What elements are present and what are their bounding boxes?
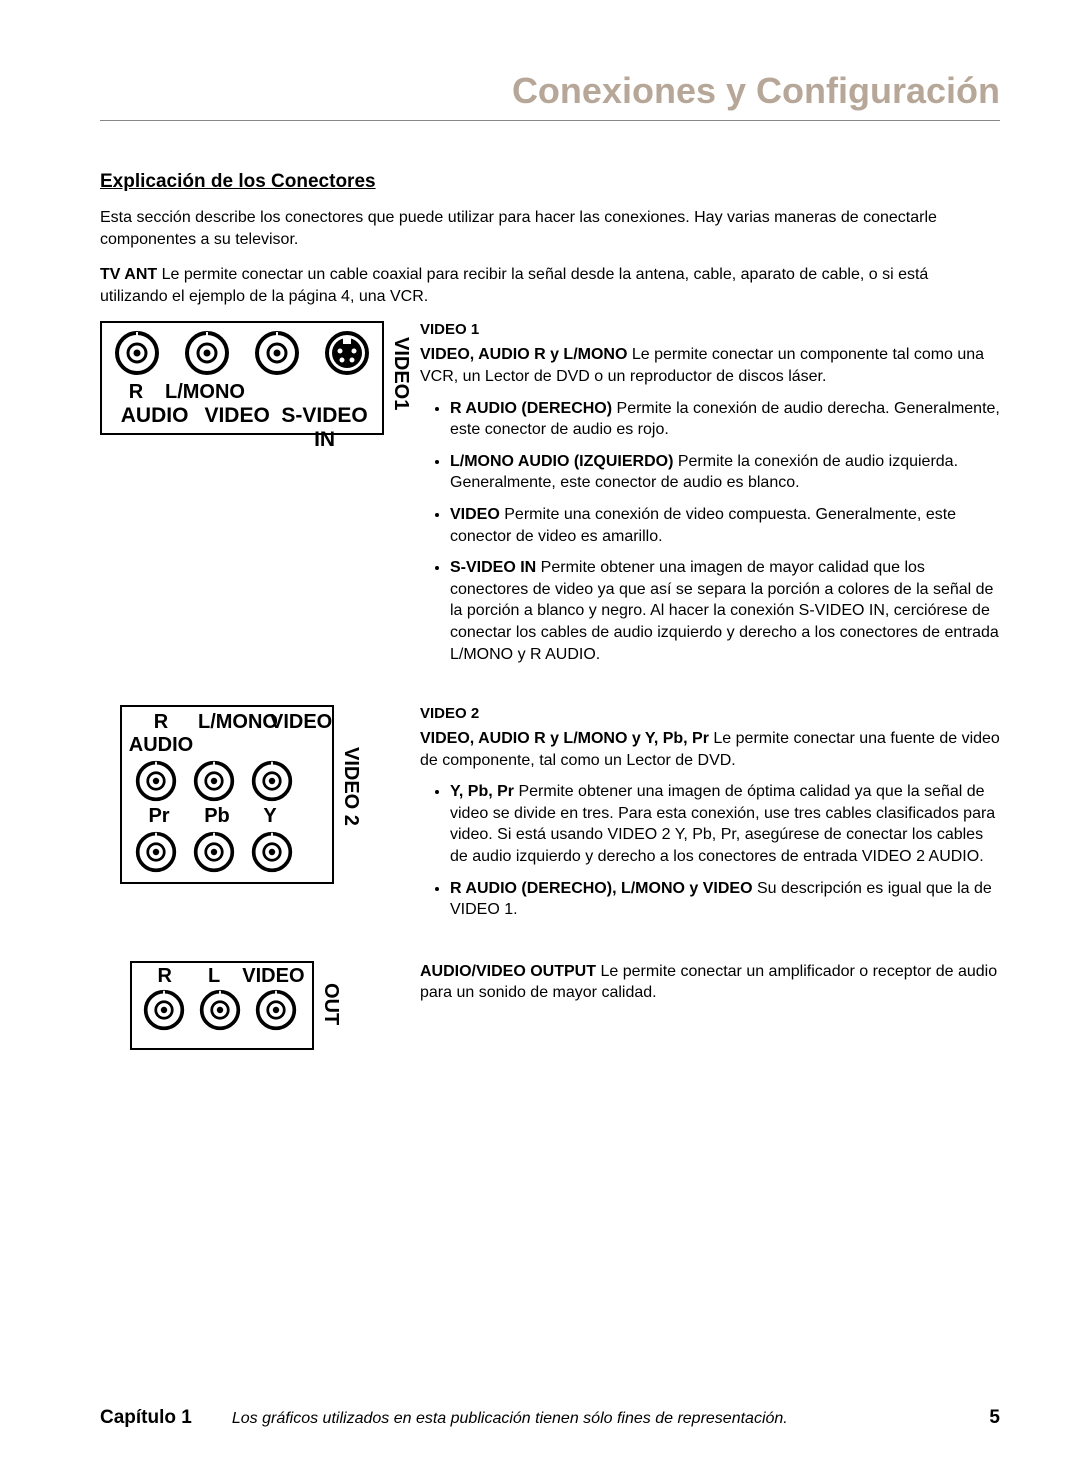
bullet-ypbpr: Y, Pb, Pr Permite obtener una imagen de … — [450, 781, 1000, 867]
video2-mid-labels: Pr Pb Y — [122, 805, 332, 828]
video1-diagram: VIDEO1 R L/MO — [100, 321, 384, 435]
page: Conexiones y Configuración Explicación d… — [0, 0, 1080, 1471]
rca-jack-icon — [134, 759, 178, 803]
bullet-text: Permite una conexión de video compuesta.… — [450, 506, 956, 545]
out-connector-row — [132, 988, 312, 1036]
svideo-jack-icon — [323, 329, 371, 377]
video2-side-label: VIDEO 2 — [339, 747, 362, 826]
video1-bullets: R AUDIO (DERECHO) Permite la conexión de… — [420, 398, 1000, 666]
label-y: Y — [246, 805, 294, 828]
label-lmono: L/MONO — [160, 381, 250, 404]
label-pb: Pb — [188, 805, 246, 828]
video2-connector-row1 — [122, 757, 332, 805]
video2-lead: VIDEO, AUDIO R y L/MONO y Y, Pb, Pr Le p… — [420, 728, 1000, 771]
video1-connector-row — [102, 323, 382, 377]
video2-diagram-col: VIDEO 2 R AUDIO L/MONO VIDEO Pr Pb Y — [100, 705, 400, 931]
rca-jack-icon — [253, 329, 301, 377]
out-lead-bold: AUDIO/VIDEO OUTPUT — [420, 963, 596, 980]
bullet-raudio-etc: R AUDIO (DERECHO), L/MONO y VIDEO Su des… — [450, 878, 1000, 921]
label-video: VIDEO — [239, 965, 308, 988]
rca-jack-icon — [183, 329, 231, 377]
bullet-bold: R AUDIO (DERECHO), L/MONO y VIDEO — [450, 880, 753, 897]
video1-diagram-col: VIDEO1 R L/MO — [100, 321, 400, 675]
bullet-lmono: L/MONO AUDIO (IZQUIERDO) Permite la cone… — [450, 451, 1000, 494]
bullet-r-audio: R AUDIO (DERECHO) Permite la conexión de… — [450, 398, 1000, 441]
label-l: L — [189, 965, 238, 988]
tv-ant-text: Le permite conectar un cable coaxial par… — [100, 266, 928, 305]
video1-row: VIDEO1 R L/MO — [100, 321, 1000, 675]
label-audio: AUDIO — [106, 404, 203, 452]
out-text: AUDIO/VIDEO OUTPUT Le permite conectar u… — [400, 961, 1000, 1050]
title-rule: Conexiones y Configuración — [100, 70, 1000, 121]
rca-jack-icon — [250, 830, 294, 874]
video2-row: VIDEO 2 R AUDIO L/MONO VIDEO Pr Pb Y — [100, 705, 1000, 931]
video1-lead: VIDEO, AUDIO R y L/MONO Le permite conec… — [420, 344, 1000, 387]
intro-block: Esta sección describe los conectores que… — [100, 207, 1000, 307]
video2-top-labels: R AUDIO L/MONO VIDEO — [122, 707, 332, 757]
page-number: 5 — [989, 1407, 1000, 1429]
chapter-label: Capítulo 1 — [100, 1407, 192, 1429]
bullet-bold: VIDEO — [450, 506, 500, 523]
rca-jack-icon — [192, 759, 236, 803]
label-lmono: L/MONO — [198, 711, 270, 757]
label-raudio: R AUDIO — [124, 711, 198, 757]
footer-note: Los gráficos utilizados en esta publicac… — [192, 1410, 990, 1428]
video2-heading: VIDEO 2 — [420, 705, 1000, 722]
bullet-video: VIDEO Permite una conexión de video comp… — [450, 504, 1000, 547]
video2-bullets: Y, Pb, Pr Permite obtener una imagen de … — [420, 781, 1000, 921]
label-r: R — [112, 381, 160, 404]
bullet-bold: L/MONO AUDIO (IZQUIERDO) — [450, 453, 673, 470]
section-heading: Explicación de los Conectores — [100, 171, 1000, 193]
video2-text: VIDEO 2 VIDEO, AUDIO R y L/MONO y Y, Pb,… — [400, 705, 1000, 931]
video1-top-labels: R L/MONO — [102, 381, 382, 404]
out-side-label: OUT — [319, 983, 342, 1025]
tv-ant-label: TV ANT — [100, 266, 157, 283]
video1-lead-bold: VIDEO, AUDIO R y L/MONO — [420, 346, 627, 363]
out-diagram: OUT R L VIDEO — [130, 961, 314, 1050]
video1-side-label: VIDEO1 — [389, 337, 412, 410]
video2-connector-row2 — [122, 828, 332, 876]
rca-jack-icon — [254, 988, 298, 1032]
rca-jack-icon — [142, 988, 186, 1032]
label-r: R — [140, 965, 189, 988]
bullet-bold: S-VIDEO IN — [450, 559, 536, 576]
intro-paragraph-2: TV ANT Le permite conectar un cable coax… — [100, 264, 1000, 307]
out-lead: AUDIO/VIDEO OUTPUT Le permite conectar u… — [420, 961, 1000, 1004]
page-title: Conexiones y Configuración — [100, 70, 1000, 112]
out-top-labels: R L VIDEO — [132, 963, 312, 988]
bullet-svideo: S-VIDEO IN Permite obtener una imagen de… — [450, 557, 1000, 665]
video1-bottom-labels: AUDIO VIDEO S-VIDEO IN — [102, 404, 382, 456]
rca-jack-icon — [250, 759, 294, 803]
rca-jack-icon — [198, 988, 242, 1032]
label-svideo-in: S-VIDEO IN — [271, 404, 378, 452]
rca-jack-icon — [192, 830, 236, 874]
rca-jack-icon — [134, 830, 178, 874]
bullet-bold: R AUDIO (DERECHO) — [450, 400, 612, 417]
label-video: VIDEO — [203, 404, 271, 452]
page-footer: Capítulo 1 Los gráficos utilizados en es… — [100, 1407, 1000, 1429]
video2-diagram: VIDEO 2 R AUDIO L/MONO VIDEO Pr Pb Y — [120, 705, 334, 884]
label-video: VIDEO — [270, 711, 328, 757]
bullet-bold: Y, Pb, Pr — [450, 783, 514, 800]
bullet-text: Permite obtener una imagen de óptima cal… — [450, 783, 995, 865]
out-row: OUT R L VIDEO AUDIO/VIDEO OUTPUT Le perm… — [100, 961, 1000, 1050]
video1-heading: VIDEO 1 — [420, 321, 1000, 338]
video1-text: VIDEO 1 VIDEO, AUDIO R y L/MONO Le permi… — [400, 321, 1000, 675]
video2-lead-bold: VIDEO, AUDIO R y L/MONO y Y, Pb, Pr — [420, 730, 709, 747]
rca-jack-icon — [113, 329, 161, 377]
out-diagram-col: OUT R L VIDEO — [100, 961, 400, 1050]
label-pr: Pr — [130, 805, 188, 828]
intro-paragraph-1: Esta sección describe los conectores que… — [100, 207, 1000, 250]
